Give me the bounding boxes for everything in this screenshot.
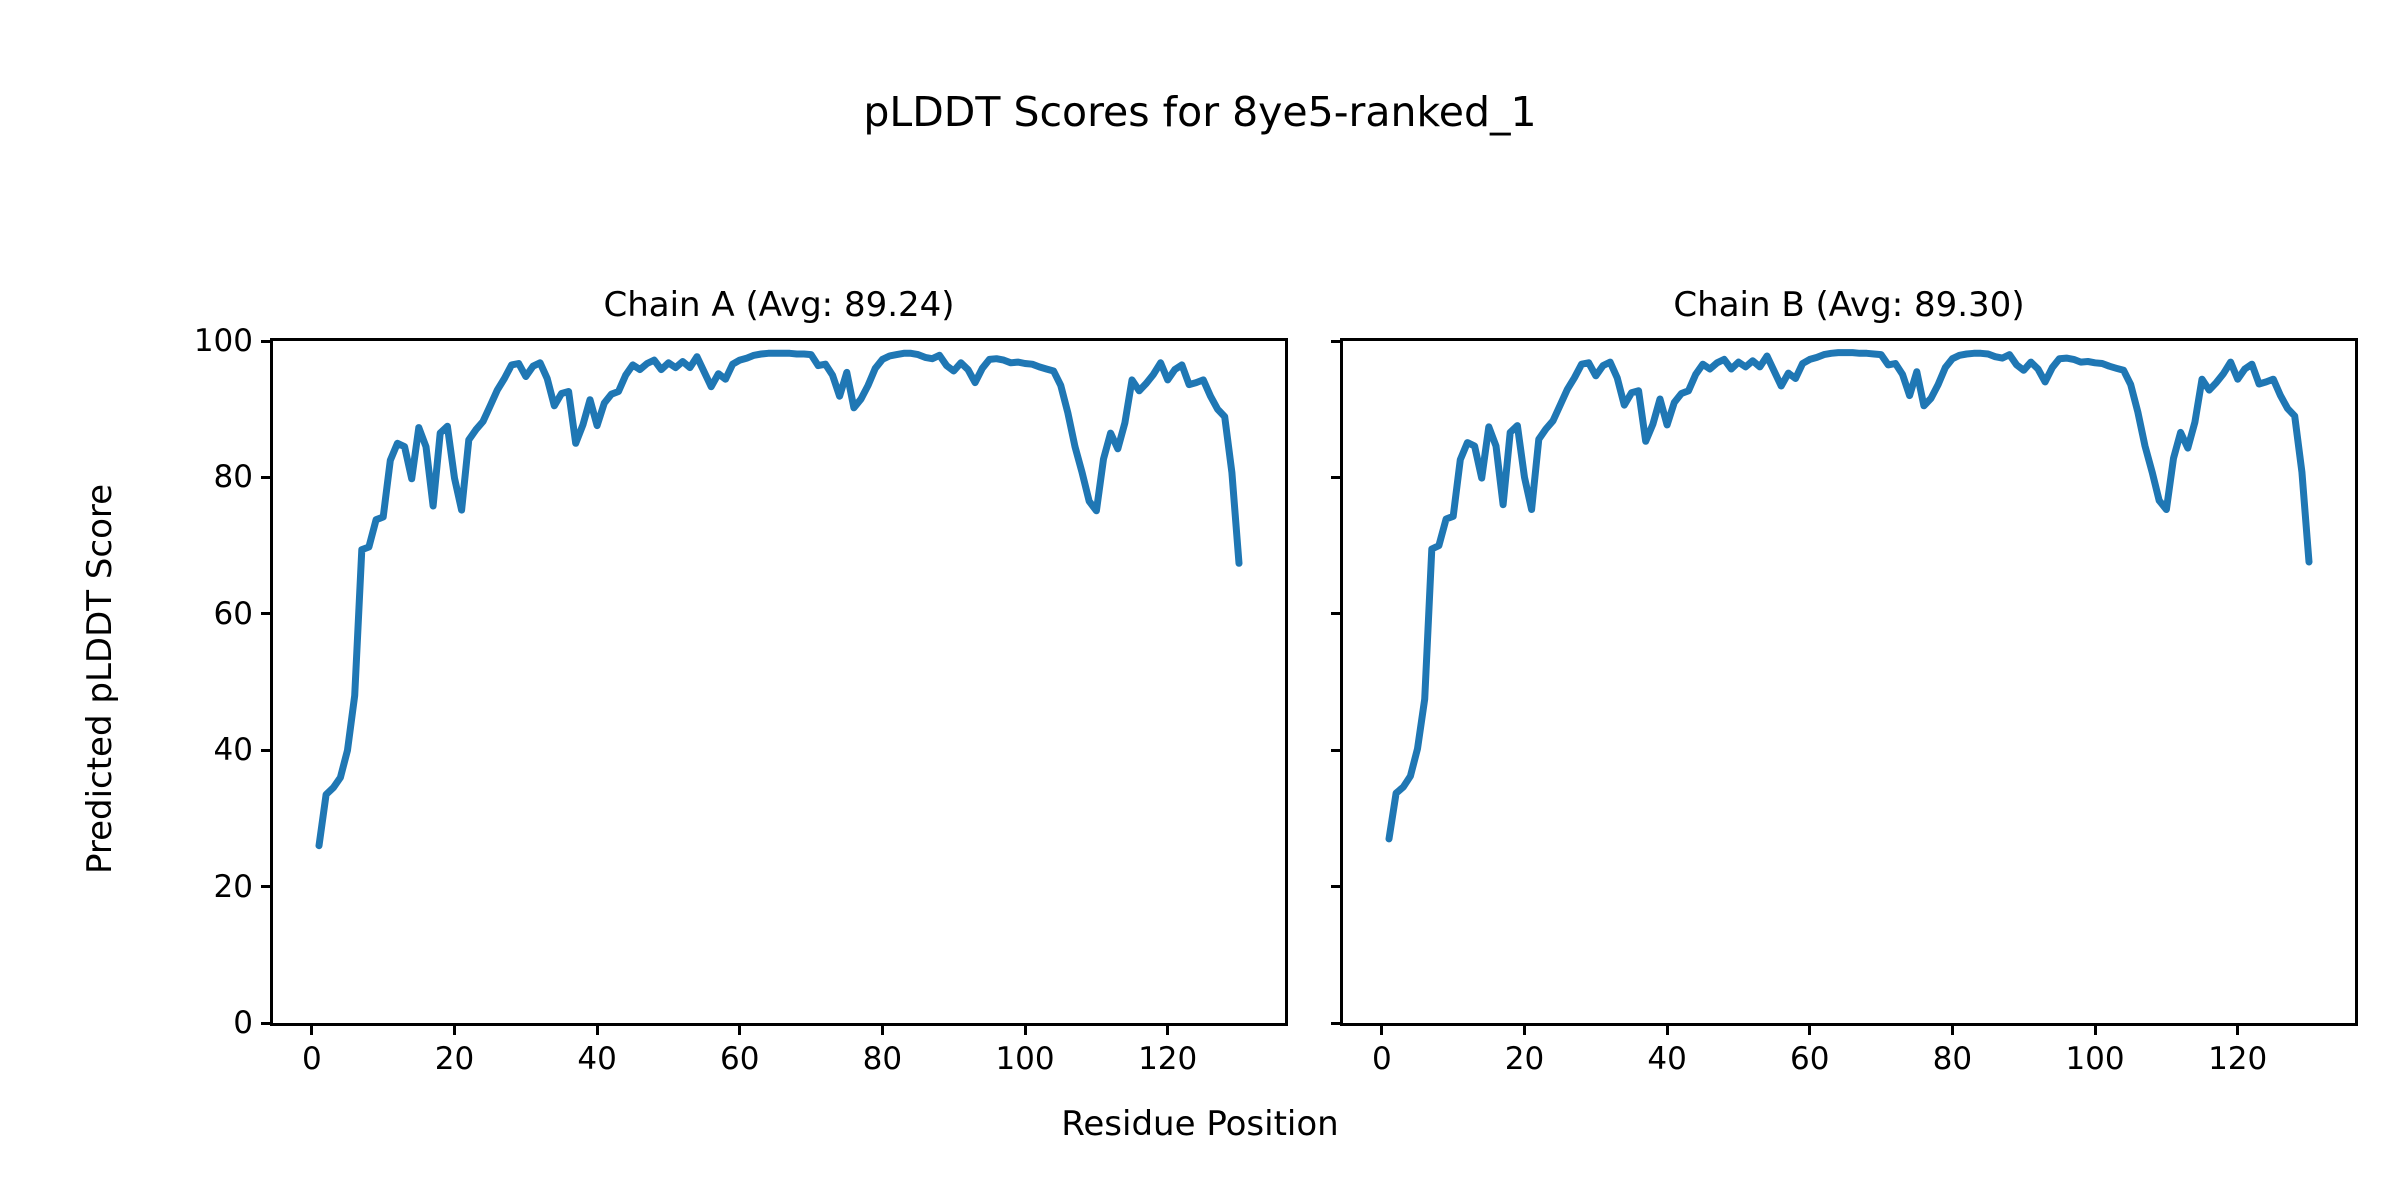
x-tick-label: 60 bbox=[720, 1041, 760, 1077]
x-tick-label: 40 bbox=[577, 1041, 617, 1077]
y-tick-mark bbox=[1331, 339, 1343, 343]
y-tick-mark bbox=[1331, 748, 1343, 752]
x-tick-mark bbox=[880, 1023, 884, 1035]
subplot-chain-a: Chain A (Avg: 89.24) 0 20 40 60 80 100 120 0 20 4… bbox=[194, 285, 1288, 1077]
x-tick-label: 20 bbox=[1504, 1041, 1545, 1077]
x-tick-mark bbox=[1380, 1023, 1384, 1035]
x-tick-label: 80 bbox=[862, 1041, 903, 1077]
x-axis-label: Residue Position bbox=[1061, 1104, 1339, 1144]
x-tick-label: 40 bbox=[1647, 1041, 1687, 1077]
y-tick-mark bbox=[261, 1021, 273, 1025]
y-tick-mark bbox=[261, 339, 273, 343]
subplot-chain-b-title: Chain B (Avg: 89.30) bbox=[1673, 285, 2025, 325]
subplot-chain-b: Chain B (Avg: 89.30) 0 20 40 60 80 100 120 bbox=[1331, 285, 2358, 1077]
x-tick-label: 120 bbox=[1138, 1041, 1198, 1077]
x-tick-mark bbox=[1808, 1023, 1812, 1035]
x-tick-mark bbox=[595, 1023, 599, 1035]
y-tick-mark bbox=[261, 748, 273, 752]
y-tick-mark bbox=[1331, 612, 1343, 616]
x-tick-label: 0 bbox=[1371, 1041, 1392, 1077]
x-tick-label: 120 bbox=[2208, 1041, 2268, 1077]
figure-title: pLDDT Scores for 8ye5-ranked_1 bbox=[863, 88, 1537, 136]
x-tick-label: 0 bbox=[301, 1041, 322, 1077]
y-tick-mark bbox=[261, 612, 273, 616]
x-tick-mark bbox=[2093, 1023, 2097, 1035]
x-tick-mark bbox=[453, 1023, 456, 1035]
x-tick-mark bbox=[1523, 1023, 1526, 1035]
y-tick-mark bbox=[1331, 885, 1343, 889]
y-tick-label: 20 bbox=[213, 868, 253, 905]
x-tick-label: 60 bbox=[1790, 1041, 1830, 1077]
y-tick-mark bbox=[261, 475, 273, 479]
x-tick-mark bbox=[1023, 1023, 1027, 1035]
chain-a-line-plot bbox=[315, 349, 1243, 850]
x-tick-mark bbox=[1950, 1023, 1954, 1035]
x-tick-mark bbox=[738, 1023, 742, 1035]
subplot-chain-a-title: Chain A (Avg: 89.24) bbox=[603, 285, 955, 325]
y-tick-label: 100 bbox=[193, 323, 253, 359]
plddt-line-chain-b bbox=[1385, 349, 2313, 843]
y-tick-mark bbox=[1331, 475, 1343, 479]
y-tick-label: 0 bbox=[233, 1005, 253, 1041]
chain-b-line-plot bbox=[1385, 349, 2313, 843]
y-tick-label: 40 bbox=[213, 732, 253, 769]
plddt-line-chain-a bbox=[315, 349, 1243, 850]
x-tick-mark bbox=[1166, 1023, 1170, 1035]
y-tick-label: 80 bbox=[213, 459, 253, 496]
x-tick-mark bbox=[2236, 1023, 2240, 1035]
x-tick-mark bbox=[1665, 1023, 1669, 1035]
y-axis-label: Predicted pLDDT Score bbox=[80, 483, 120, 875]
x-tick-mark bbox=[310, 1023, 314, 1035]
y-tick-mark bbox=[1331, 1021, 1343, 1025]
x-tick-label: 80 bbox=[1932, 1041, 1973, 1077]
x-tick-label: 20 bbox=[434, 1041, 475, 1077]
x-tick-label: 100 bbox=[2065, 1041, 2125, 1077]
y-tick-label: 60 bbox=[213, 595, 253, 632]
x-tick-label: 100 bbox=[995, 1041, 1055, 1077]
y-tick-mark bbox=[261, 885, 273, 889]
